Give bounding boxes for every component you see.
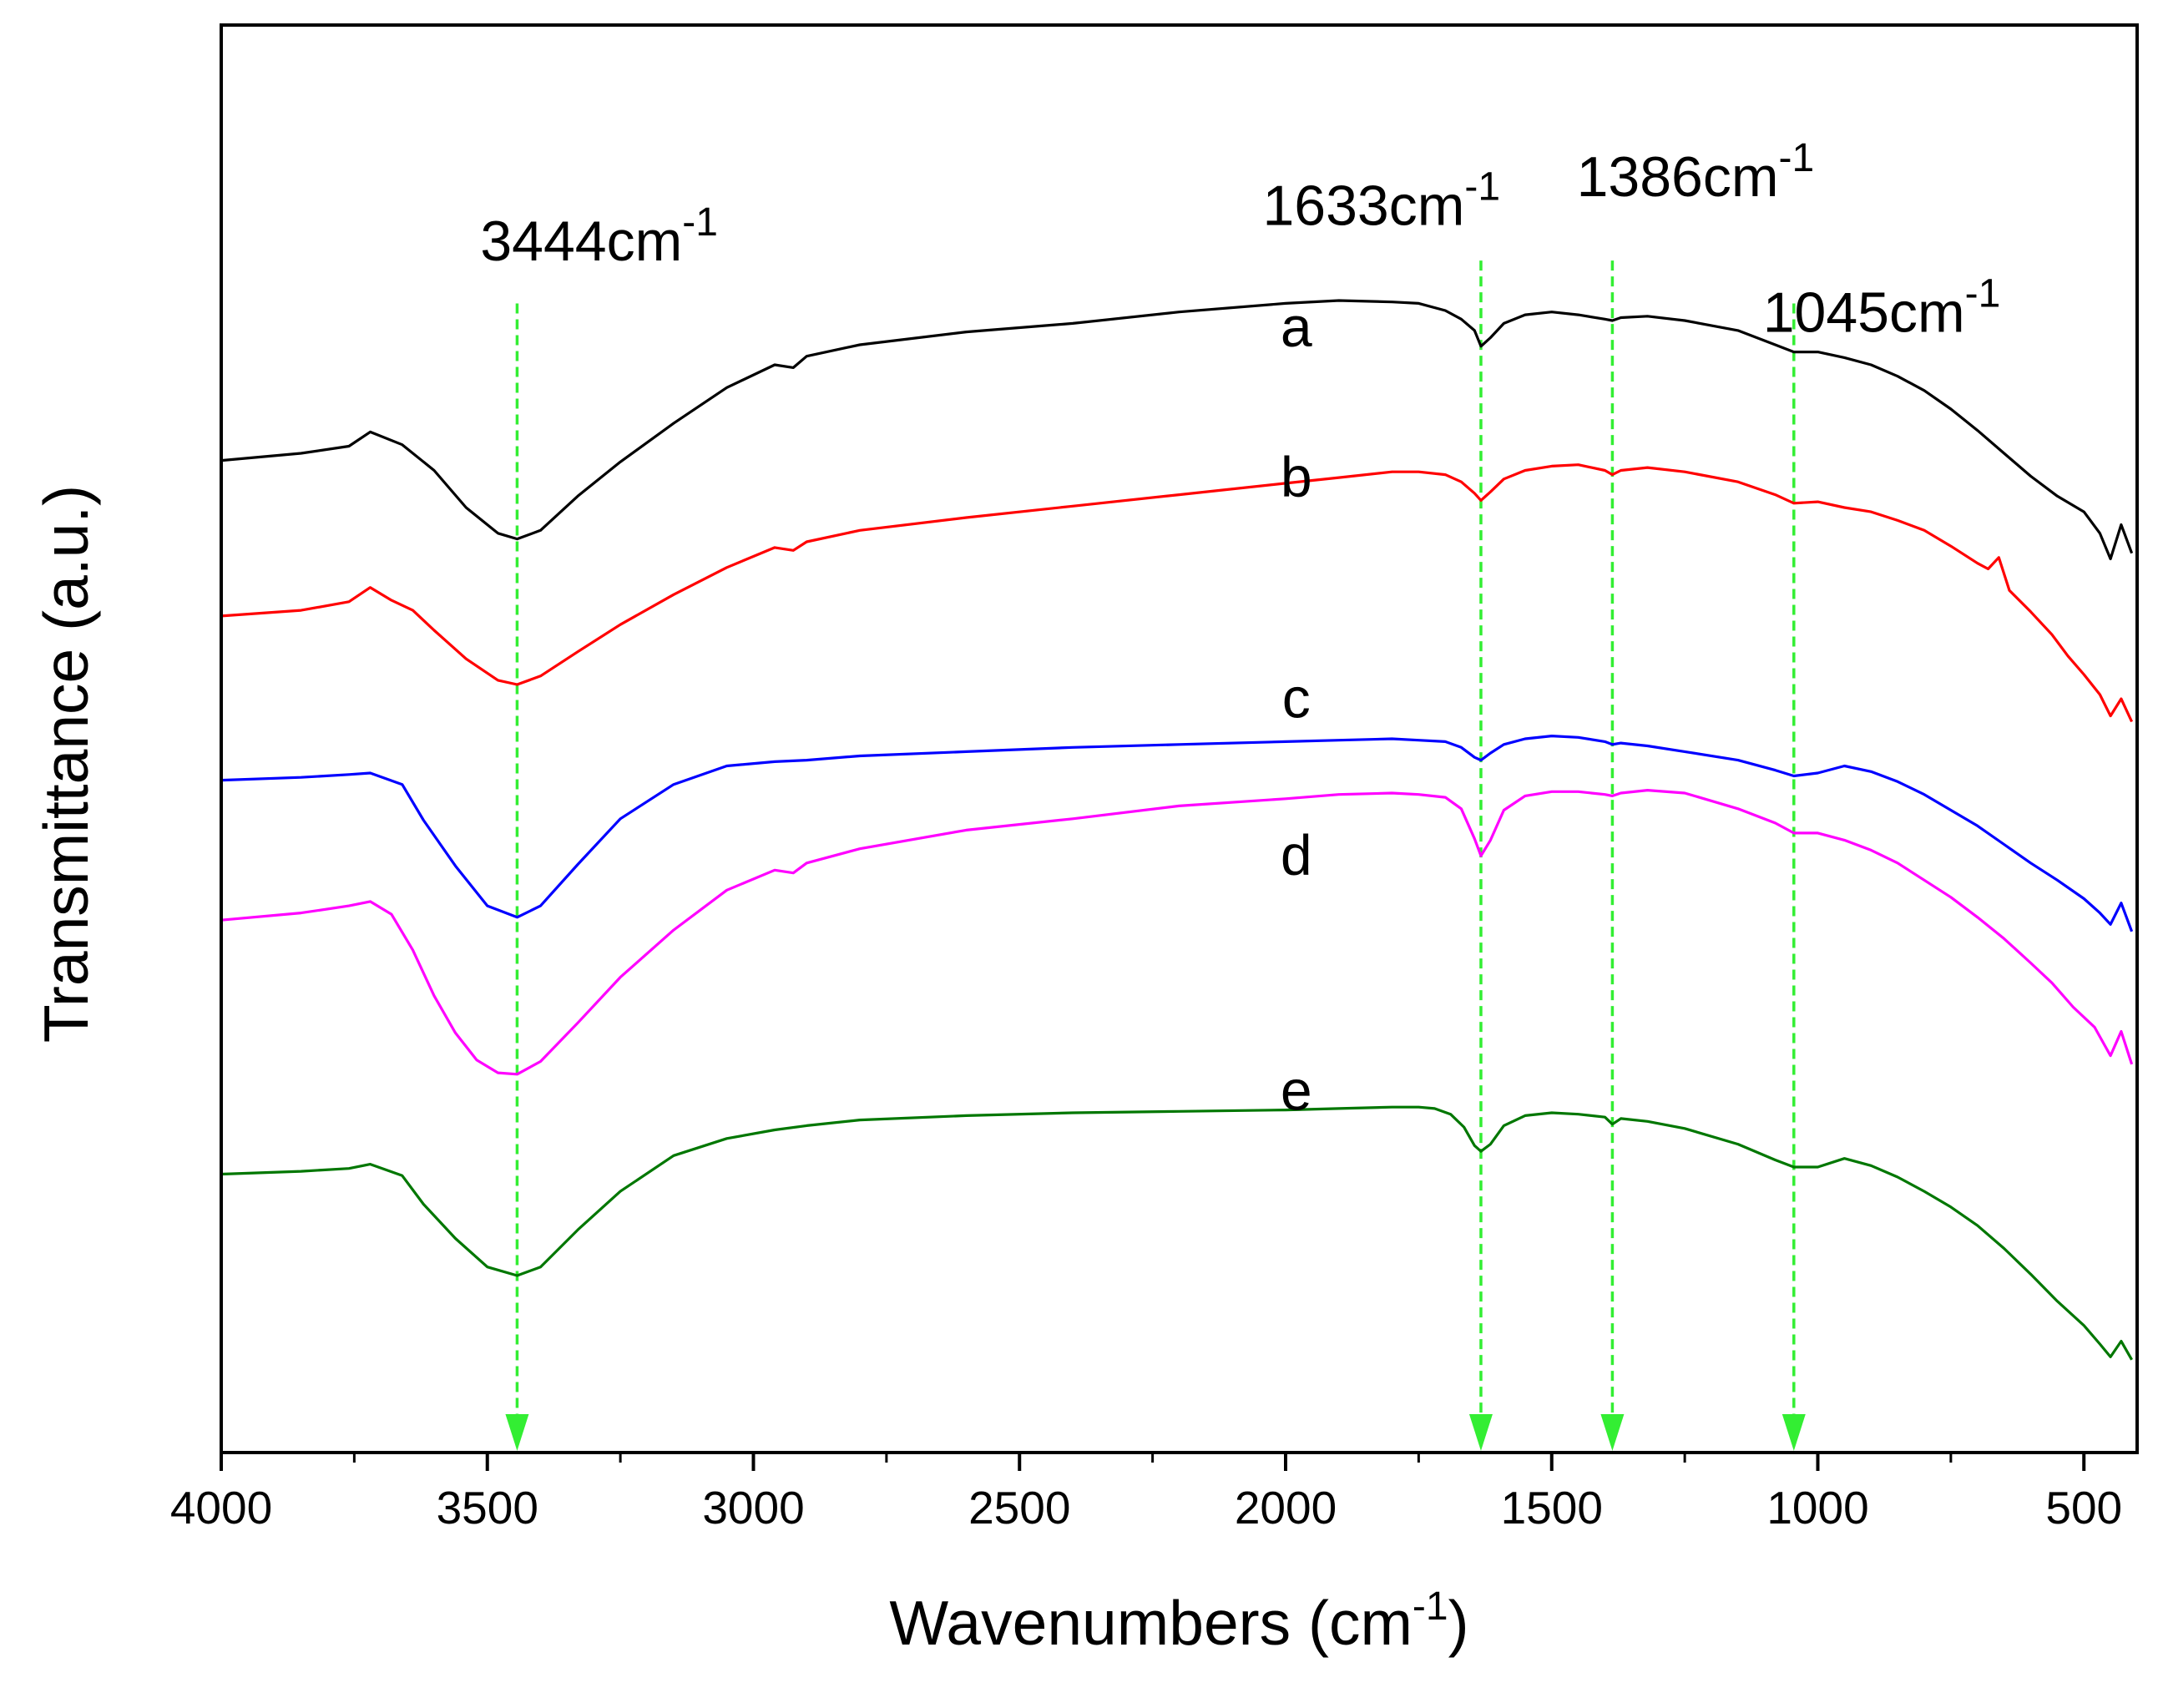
y-axis-title: Transmittance (a.u.) <box>31 485 101 1043</box>
x-tick-label-4000: 4000 <box>170 1482 272 1534</box>
x-tick-label-1000: 1000 <box>1766 1482 1868 1534</box>
x-axis-title: Wavenumbers (cm-1) <box>889 1584 1468 1658</box>
series-lines <box>220 299 2134 1361</box>
peak-label-sup-1045: -1 <box>1965 272 2001 316</box>
series-line-a <box>220 299 2134 561</box>
peak-label-sup-3444: -1 <box>682 200 718 245</box>
series-line-b <box>220 463 2134 723</box>
series-label-c: c <box>1282 666 1311 730</box>
x-axis-title-sup: -1 <box>1413 1584 1448 1629</box>
series-label-d: d <box>1281 823 1312 887</box>
peak-label-text-1386: 1386cm <box>1577 145 1779 209</box>
peak-label-3444: 3444cm-1 <box>480 200 718 273</box>
peak-label-1633: 1633cm-1 <box>1262 164 1500 237</box>
peak-label-1386: 1386cm-1 <box>1577 136 1815 209</box>
peak-arrow-1045 <box>1781 1414 1806 1451</box>
peak-arrow-1386 <box>1600 1414 1625 1451</box>
series-label-a: a <box>1281 296 1312 359</box>
x-axis-title-text: Wavenumbers (cm <box>889 1588 1413 1658</box>
peak-label-text-1045: 1045cm <box>1763 281 1965 345</box>
x-tick-label-3000: 3000 <box>702 1482 804 1534</box>
series-line-d <box>220 788 2134 1076</box>
x-tick-label-3500: 3500 <box>437 1482 538 1534</box>
x-axis-title-suffix: ) <box>1448 1588 1469 1658</box>
series-label-e: e <box>1281 1059 1312 1123</box>
x-tick-label-2000: 2000 <box>1235 1482 1337 1534</box>
x-tick-label-1500: 1500 <box>1501 1482 1603 1534</box>
series-label-b: b <box>1281 445 1312 508</box>
x-tick-label-2500: 2500 <box>968 1482 1070 1534</box>
peak-label-1045: 1045cm-1 <box>1763 272 2001 345</box>
peak-label-text-3444: 3444cm <box>480 210 682 273</box>
x-axis: 4000 3500 3000 2500 2000 1500 1000 500 <box>170 1453 2122 1534</box>
series-line-c <box>220 734 2134 932</box>
peak-label-sup-1633: -1 <box>1464 164 1500 209</box>
peak-markers <box>505 260 1806 1451</box>
peak-label-sup-1386: -1 <box>1778 136 1814 180</box>
peak-arrow-3444 <box>505 1414 529 1451</box>
peak-arrow-1633 <box>1468 1414 1493 1451</box>
x-tick-label-500: 500 <box>2045 1482 2122 1534</box>
peak-label-text-1633: 1633cm <box>1262 174 1464 237</box>
series-line-e <box>220 1105 2133 1361</box>
plot-frame <box>220 23 2139 1454</box>
